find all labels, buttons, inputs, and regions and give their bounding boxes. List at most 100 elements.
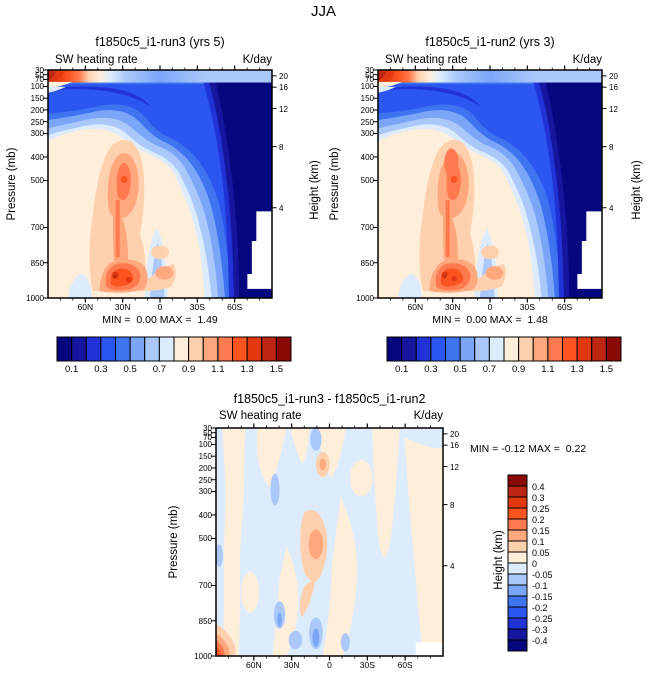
- colorbar-tick-label: 0.2: [532, 514, 545, 525]
- colorbar-tick-label: -0.1: [532, 580, 548, 591]
- panel-title-difference: f1850c5_i1-run3 - f1850c5_i1-run2: [233, 392, 426, 406]
- latitude-tick-label: 30N: [444, 302, 461, 312]
- colorbar-tick-label: -0.15: [532, 591, 553, 602]
- latitude-tick-label: 0: [487, 302, 493, 312]
- pressure-tick-label: 50: [35, 70, 44, 80]
- colorbar-tick-label: 1.3: [240, 364, 254, 375]
- colorbar: [56, 336, 292, 362]
- pressure-tick-label: 250: [30, 117, 44, 127]
- contour-plot: [373, 65, 607, 303]
- pressure-tick-label: 700: [360, 223, 374, 233]
- units-label: K/day: [242, 54, 272, 66]
- pressure-axis-label: Pressure (mb): [168, 505, 180, 579]
- colorbar-tick-label: -0.25: [532, 613, 553, 624]
- colorbar-tick-label: 0.25: [532, 503, 550, 514]
- pressure-tick-label: 30: [365, 66, 374, 75]
- height-axis-label: Height (km): [493, 530, 505, 590]
- colorbar-tick-label: 0.7: [152, 364, 166, 375]
- height-tick-label: 8: [609, 142, 614, 152]
- height-tick-label: 4: [450, 561, 455, 571]
- pressure-tick-label: 300: [198, 487, 212, 497]
- pressure-tick-label: 30: [35, 66, 44, 75]
- contour-fill-field: [378, 70, 602, 298]
- latitude-tick-label: 30N: [114, 302, 131, 312]
- height-tick-label: 16: [450, 441, 459, 451]
- panel-title-run3: f1850c5_i1-run3 (yrs 5): [95, 35, 225, 49]
- pressure-tick-label: 100: [198, 440, 212, 450]
- pressure-tick-label: 400: [360, 152, 374, 162]
- field-label: SW heating rate: [55, 54, 138, 66]
- height-tick-label: 12: [279, 104, 288, 114]
- latitude-tick-label: 60N: [77, 302, 94, 312]
- height-tick-label: 4: [609, 203, 614, 213]
- height-tick-label: 8: [279, 142, 284, 152]
- latitude-tick-label: 0: [327, 660, 332, 670]
- colorbar-tick-label: 0.1: [65, 364, 79, 375]
- colorbar-tick-label: -0.4: [532, 635, 548, 646]
- latitude-tick-label: 30S: [519, 302, 535, 312]
- colorbar-tick-label: 1.5: [599, 364, 613, 375]
- pressure-tick-label: 400: [198, 510, 212, 520]
- pressure-tick-label: 50: [365, 70, 374, 80]
- colorbar-tick-label: 0.5: [123, 364, 137, 375]
- pressure-tick-label: 200: [30, 105, 44, 115]
- pressure-tick-label: 70: [365, 75, 374, 85]
- pressure-tick-label: 200: [360, 105, 374, 115]
- height-tick-label: 16: [279, 83, 288, 93]
- contour-fill-field: [216, 428, 443, 656]
- colorbar-tick-label: 1.1: [541, 364, 555, 375]
- colorbar-tick-label: 1.5: [269, 364, 283, 375]
- pressure-tick-label: 700: [198, 581, 212, 591]
- height-axis-label: Height (km): [631, 160, 643, 220]
- height-tick-label: 20: [279, 71, 288, 81]
- latitude-tick-label: 30S: [189, 302, 205, 312]
- minmax-stats: MIN = -0.12 MAX = 0.22: [470, 443, 587, 455]
- pressure-tick-label: 500: [360, 176, 374, 186]
- pressure-tick-label: 400: [30, 152, 44, 162]
- pressure-tick-label: 70: [203, 433, 212, 443]
- pressure-tick-label: 1000: [356, 294, 374, 303]
- colorbar-tick-label: 0.15: [532, 525, 550, 536]
- height-tick-label: 8: [450, 500, 455, 510]
- colorbar-tick-label: -0.05: [532, 569, 553, 580]
- pressure-tick-label: 700: [30, 223, 44, 233]
- colorbar-tick-label: 0.1: [395, 364, 409, 375]
- colorbar-tick-label: 1.1: [211, 364, 225, 375]
- field-label: SW heating rate: [219, 410, 302, 422]
- colorbar-tick-label: 0.9: [512, 364, 526, 375]
- colorbar-tick-label: 1.3: [570, 364, 584, 375]
- pressure-tick-label: 150: [360, 94, 374, 104]
- pressure-tick-label: 500: [30, 176, 44, 186]
- latitude-tick-label: 0: [157, 302, 163, 312]
- pressure-tick-label: 500: [198, 534, 212, 544]
- pressure-tick-label: 250: [360, 117, 374, 127]
- pressure-tick-label: 850: [198, 616, 212, 626]
- height-tick-label: 12: [609, 104, 618, 114]
- units-label: K/day: [413, 410, 443, 422]
- minmax-stats: MIN = 0.00 MAX = 1.49: [102, 314, 218, 326]
- colorbar-tick-label: 0.3: [532, 492, 545, 503]
- colorbar-tick-label: 0.4: [532, 481, 545, 492]
- height-axis-label: Height (km): [309, 160, 321, 220]
- field-label: SW heating rate: [385, 54, 468, 66]
- pressure-axis-label: Pressure (mb): [329, 147, 341, 221]
- contour-plot: [43, 65, 277, 303]
- colorbar: [507, 474, 528, 652]
- units-label: K/day: [572, 54, 602, 66]
- latitude-tick-label: 60S: [227, 302, 243, 312]
- pressure-tick-label: 1000: [26, 294, 44, 303]
- pressure-tick-label: 50: [203, 428, 212, 438]
- colorbar-tick-label: -0.3: [532, 624, 548, 635]
- height-tick-label: 20: [450, 429, 459, 439]
- colorbar-tick-label: 0.5: [453, 364, 467, 375]
- colorbar-tick-label: 0.3: [424, 364, 438, 375]
- colorbar-tick-label: 0.9: [182, 364, 196, 375]
- colorbar-tick-label: 0.1: [532, 536, 545, 547]
- colorbar-tick-label: 0: [532, 558, 538, 569]
- pressure-tick-label: 100: [30, 82, 44, 92]
- pressure-tick-label: 150: [30, 94, 44, 104]
- colorbar-tick-label: 0.3: [94, 364, 108, 375]
- contour-plot: [211, 423, 448, 661]
- latitude-tick-label: 60S: [397, 660, 413, 670]
